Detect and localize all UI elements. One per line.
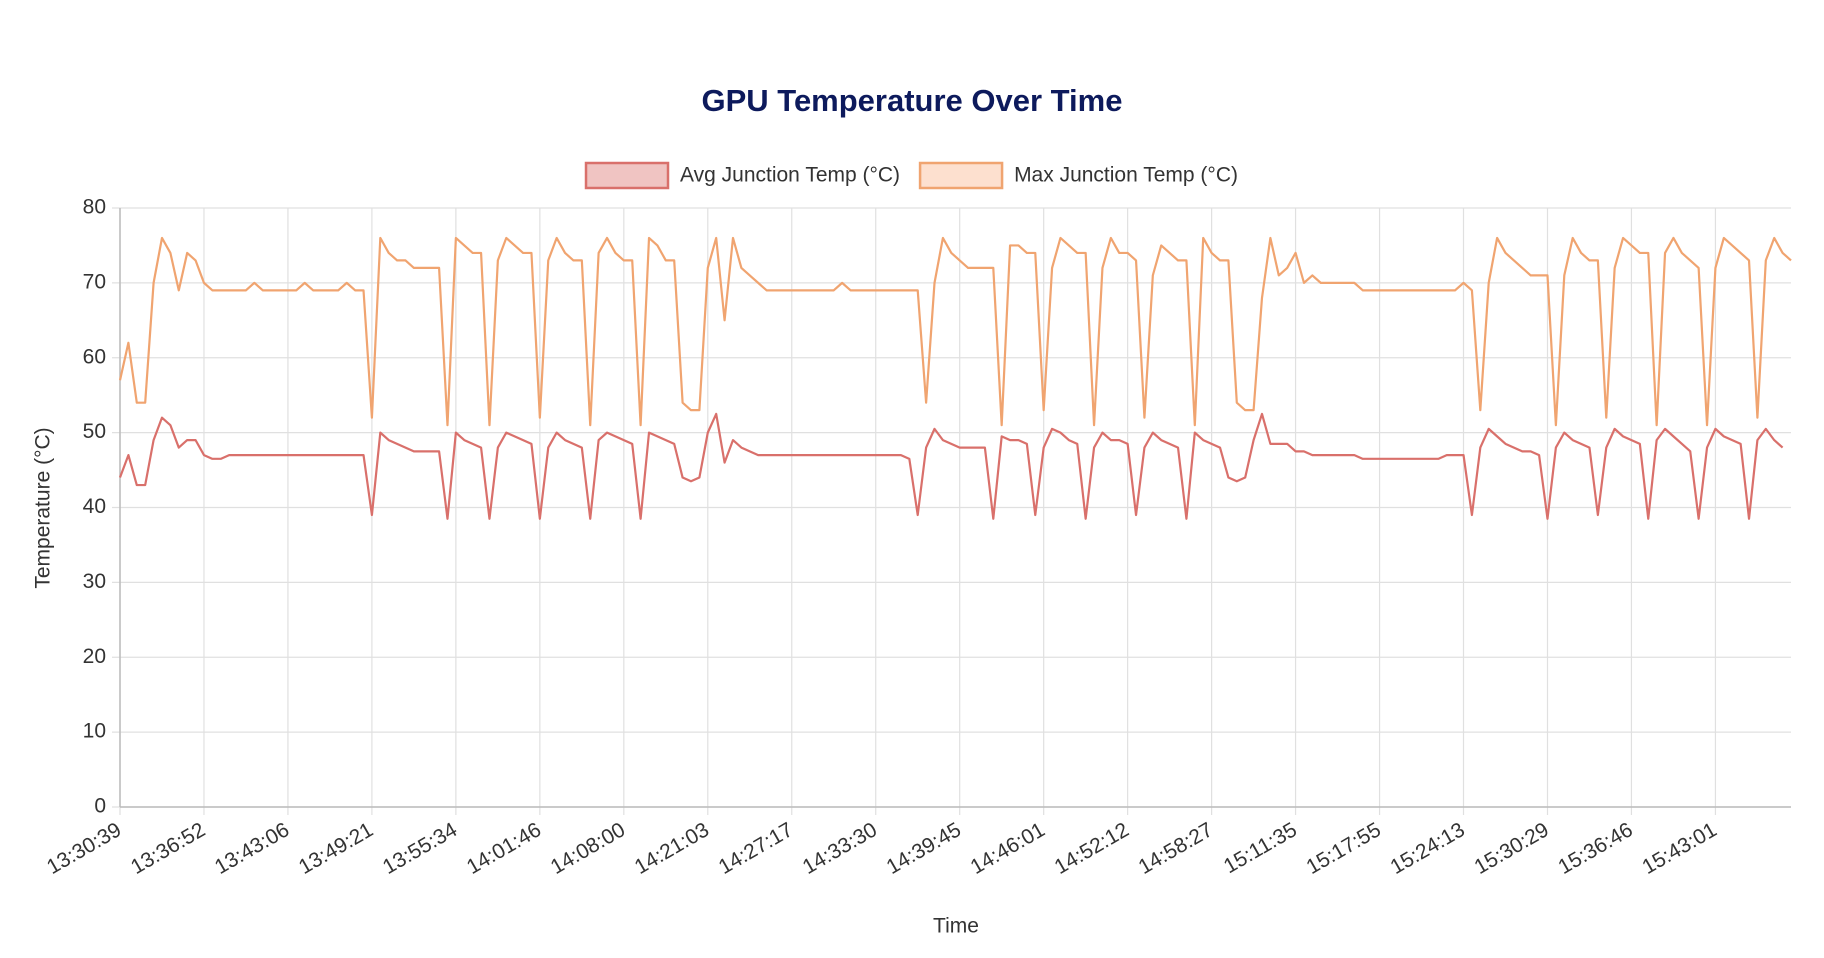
series-line (118, 412, 1784, 520)
x-tick-label: 15:24:13 (1386, 818, 1468, 879)
y-tick-label: 0 (94, 795, 106, 818)
y-tick-label: 10 (83, 720, 106, 743)
x-tick-label: 14:27:17 (715, 818, 797, 879)
x-axis-title: Time (933, 915, 979, 938)
x-tick-label: 13:36:52 (127, 818, 209, 879)
y-tick-label: 70 (83, 270, 106, 293)
y-tick-label: 20 (83, 645, 106, 668)
x-tick-label: 15:11:35 (1220, 818, 1301, 878)
x-tick-label: 14:39:45 (883, 818, 965, 879)
y-tick-label: 80 (83, 196, 106, 219)
y-tick-label: 60 (83, 345, 106, 368)
x-tick-label: 15:36:46 (1554, 818, 1636, 879)
legend-label: Max Junction Temp (°C) (1014, 164, 1238, 187)
legend-label: Avg Junction Temp (°C) (680, 164, 900, 187)
x-tick-label: 15:30:29 (1470, 818, 1552, 879)
x-tick-label: 13:30:39 (43, 818, 125, 879)
x-tick-label: 14:46:01 (967, 818, 1049, 879)
y-tick-label: 50 (83, 420, 106, 443)
y-tick-label: 30 (83, 570, 106, 593)
legend-swatch (584, 161, 670, 190)
x-tick-label: 14:21:03 (631, 818, 713, 879)
x-tick-label: 13:49:21 (295, 818, 377, 879)
x-tick-label: 15:17:55 (1303, 818, 1385, 879)
chart-title: GPU Temperature Over Time (702, 83, 1123, 118)
x-tick-label: 14:01:46 (463, 818, 545, 879)
x-tick-label: 14:58:27 (1135, 818, 1217, 879)
x-tick-label: 14:08:00 (547, 818, 629, 879)
y-axis-title: Temperature (°C) (32, 427, 55, 588)
x-tick-label: 13:43:06 (211, 818, 293, 879)
x-tick-label: 14:33:30 (799, 818, 881, 879)
legend-swatch (918, 161, 1004, 190)
x-tick-label: 14:52:12 (1051, 818, 1133, 879)
series-line (118, 236, 1792, 427)
x-tick-label: 13:55:34 (379, 818, 462, 879)
y-tick-label: 40 (83, 495, 106, 518)
x-tick-label: 15:43:01 (1638, 818, 1720, 879)
